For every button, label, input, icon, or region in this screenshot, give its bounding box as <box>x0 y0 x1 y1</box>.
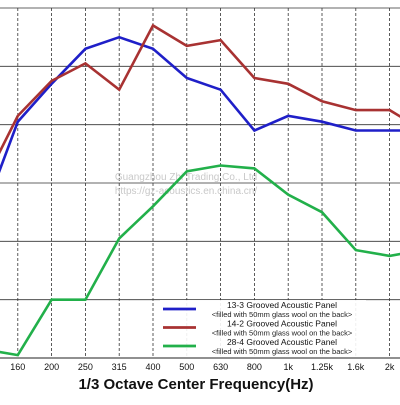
legend-label-1: 13-3 Grooved Acoustic Panel <box>227 300 337 310</box>
legend: 13-3 Grooved Acoustic Panel<filled with … <box>160 300 366 357</box>
legend-sublabel-1: <filled with 50mm glass wool on the back… <box>212 310 353 319</box>
x-axis-ticks: 1602002503154005006308001k1.25k1.6k2k2..… <box>10 362 395 372</box>
legend-sublabel-2: <filled with 50mm glass wool on the back… <box>212 329 353 338</box>
watermark-line-1: Guangzhou Zhi Trading Co., Ltd <box>115 172 257 183</box>
x-tick-label: 315 <box>112 362 127 372</box>
x-tick-label: 630 <box>213 362 228 372</box>
x-axis-title: 1/3 Octave Center Frequency(Hz) <box>78 376 313 393</box>
x-tick-label: 2k <box>385 362 395 372</box>
x-tick-label: 1.25k <box>311 362 334 372</box>
x-tick-label: 1.6k <box>347 362 365 372</box>
legend-label-2: 14-2 Grooved Acoustic Panel <box>227 319 337 329</box>
x-tick-label: 250 <box>78 362 93 372</box>
series-line-3 <box>0 164 400 357</box>
x-tick-label: 160 <box>10 362 25 372</box>
series-line-2 <box>0 23 400 155</box>
legend-label-3: 28-4 Grooved Acoustic Panel <box>227 337 337 347</box>
legend-sublabel-3: <filled with 50mm glass wool on the back… <box>212 347 353 356</box>
watermark-line-2: https://gz-acoustics.en.china.cn/ <box>115 186 258 197</box>
watermark: Guangzhou Zhi Trading Co., Ltd https://g… <box>115 172 258 197</box>
x-tick-label: 1k <box>283 362 293 372</box>
x-tick-label: 800 <box>247 362 262 372</box>
series-layer <box>0 23 400 357</box>
x-tick-label: 500 <box>179 362 194 372</box>
x-tick-label: 200 <box>44 362 59 372</box>
x-tick-label: 400 <box>145 362 160 372</box>
grid-layer <box>0 7 400 359</box>
